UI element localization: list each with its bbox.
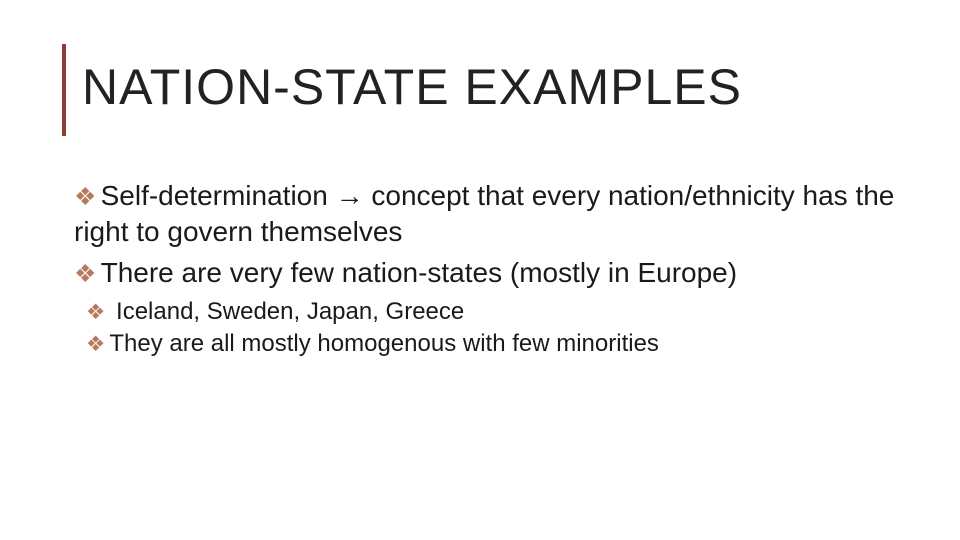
title-accent-rule: [62, 44, 66, 136]
bullet-lvl1: ❖There are very few nation-states (mostl…: [74, 255, 908, 291]
bullet-lvl2: ❖They are all mostly homogenous with few…: [86, 328, 908, 360]
bullet-text: Iceland, Sweden, Japan, Greece: [109, 298, 464, 325]
bullet-lvl1: ❖Self-determination → concept that every…: [74, 178, 908, 249]
slide: NATION-STATE EXAMPLES ❖Self-determinatio…: [0, 0, 960, 540]
slide-body: ❖Self-determination → concept that every…: [74, 178, 908, 361]
diamond-bullet-icon: ❖: [74, 259, 97, 291]
bullet-lvl2: ❖ Iceland, Sweden, Japan, Greece: [86, 296, 908, 328]
bullet-text: There are very few nation-states (mostly…: [101, 257, 737, 288]
arrow-icon: →: [336, 180, 364, 211]
diamond-bullet-icon: ❖: [86, 329, 105, 358]
bullet-text-pre: Self-determination: [101, 180, 336, 211]
slide-title: NATION-STATE EXAMPLES: [82, 58, 742, 116]
diamond-bullet-icon: ❖: [74, 182, 97, 214]
diamond-bullet-icon: ❖: [86, 297, 105, 326]
bullet-text: They are all mostly homogenous with few …: [109, 330, 659, 357]
